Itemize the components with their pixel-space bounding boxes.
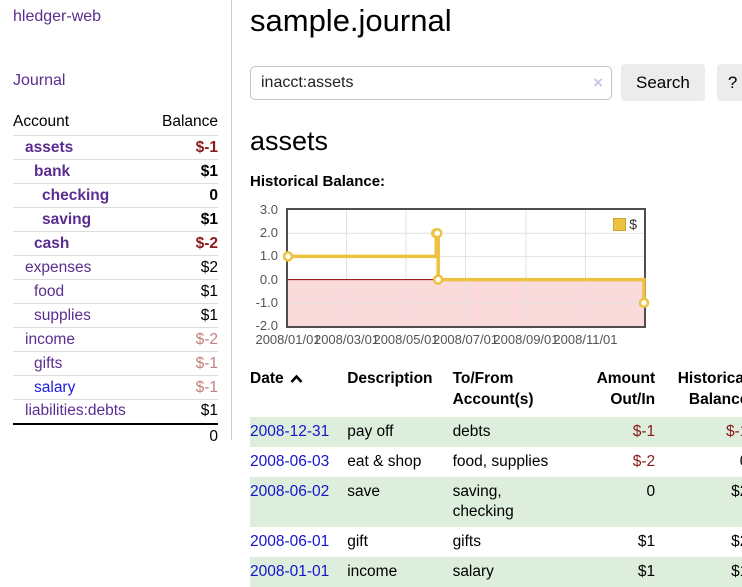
legend-swatch-icon xyxy=(613,217,627,231)
transaction-accounts: food, supplies xyxy=(452,453,549,470)
account-balance: $1 xyxy=(149,303,218,328)
account-link-liabilities-debts[interactable]: liabilities:debts xyxy=(25,402,126,420)
main-content: sample.journal × Search ? assets Histori… xyxy=(232,0,742,587)
register-row[interactable]: 2008-01-01 income salary $1 $1 xyxy=(250,557,742,587)
account-link-food[interactable]: food xyxy=(34,282,65,300)
search-help-button[interactable]: ? xyxy=(716,64,742,101)
transaction-amount: $-2 xyxy=(632,453,656,470)
account-link-expenses[interactable]: expenses xyxy=(25,258,92,276)
app-title-link[interactable]: hledger-web xyxy=(13,8,102,25)
register-row[interactable]: 2008-06-02 save saving, checking 0 $2 xyxy=(250,477,742,527)
account-balance: $-1 xyxy=(149,351,218,376)
account-link-cash[interactable]: cash xyxy=(34,234,70,252)
page-title: sample.journal xyxy=(250,3,452,38)
account-balance: $1 xyxy=(149,279,218,304)
account-row: liabilities:debts $1 xyxy=(13,399,218,424)
search-form: × Search ? xyxy=(250,64,742,101)
column-header-date[interactable]: Date xyxy=(250,366,347,417)
account-row: food $1 xyxy=(13,279,218,304)
register-row[interactable]: 2008-06-03 eat & shop food, supplies $-2… xyxy=(250,447,742,477)
account-row: gifts $-1 xyxy=(13,351,218,376)
account-row: saving $1 xyxy=(13,207,218,232)
transaction-date-link[interactable]: 2008-12-31 xyxy=(250,423,330,440)
transaction-balance: $1 xyxy=(731,563,742,580)
accounts-total: 0 xyxy=(149,422,218,449)
account-link-gifts[interactable]: gifts xyxy=(34,354,63,372)
transaction-description: income xyxy=(347,563,398,580)
chart-plot-area: $ xyxy=(282,208,650,328)
account-balance: 0 xyxy=(149,183,218,208)
accounts-total-row: 0 xyxy=(13,422,218,449)
historical-balance-chart[interactable]: 3.0 2.0 1.0 0.0 -1.0 -2.0 $ 2008/01/01 2008/03… xyxy=(250,198,670,347)
transaction-amount: $-1 xyxy=(632,423,656,440)
account-balance: $1 xyxy=(149,207,218,232)
account-link-supplies[interactable]: supplies xyxy=(34,306,91,324)
transaction-accounts: debts xyxy=(452,423,491,440)
transaction-balance: $2 xyxy=(731,483,742,500)
chart-legend: $ xyxy=(611,215,639,233)
account-balance: $-2 xyxy=(149,327,218,352)
account-heading: assets xyxy=(250,126,329,156)
account-row: expenses $2 xyxy=(13,255,218,280)
account-link-saving[interactable]: saving xyxy=(42,210,92,228)
account-link-checking[interactable]: checking xyxy=(42,186,110,204)
account-balance: $2 xyxy=(149,255,218,280)
transaction-accounts: saving, checking xyxy=(452,483,514,520)
sort-ascending-icon xyxy=(290,374,303,383)
account-row: bank $1 xyxy=(13,159,218,184)
transaction-balance: $-1 xyxy=(725,423,742,440)
transaction-amount: $1 xyxy=(637,563,656,580)
register-row[interactable]: 2008-12-31 pay off debts $-1 $-1 xyxy=(250,417,742,447)
transaction-description: gift xyxy=(347,533,368,550)
transaction-balance: 0 xyxy=(655,447,742,477)
column-header-historical[interactable]: Historical Balance xyxy=(677,370,742,408)
transaction-balance: $2 xyxy=(731,533,742,550)
chart-title: Historical Balance: xyxy=(250,173,386,190)
register-row[interactable]: 2008-06-01 gift gifts $1 $2 xyxy=(250,527,742,557)
sidebar: hledger-web Journal Account Balance asse… xyxy=(0,0,232,449)
account-link-bank[interactable]: bank xyxy=(34,162,71,180)
account-link-income[interactable]: income xyxy=(25,330,75,348)
account-link-assets[interactable]: assets xyxy=(25,138,74,156)
transaction-accounts: salary xyxy=(452,563,494,580)
transaction-date-link[interactable]: 2008-06-03 xyxy=(250,453,330,470)
search-input[interactable] xyxy=(250,65,612,100)
accounts-header-balance: Balance xyxy=(149,111,218,136)
account-balance: $-2 xyxy=(149,231,218,256)
column-header-amount[interactable]: Amount Out/In xyxy=(596,370,656,408)
transaction-date-link[interactable]: 2008-01-01 xyxy=(250,563,330,580)
column-header-description[interactable]: Description xyxy=(347,370,433,387)
register-table: Date Description To/From Account(s) Amou… xyxy=(250,366,742,587)
transaction-date-link[interactable]: 2008-06-01 xyxy=(250,533,330,550)
accounts-table: Account Balance assets $-1 bank $1 check… xyxy=(13,111,218,449)
transaction-date-link[interactable]: 2008-06-02 xyxy=(250,483,330,500)
account-row: supplies $1 xyxy=(13,303,218,328)
clear-search-icon[interactable]: × xyxy=(593,72,603,92)
legend-label: $ xyxy=(629,216,637,232)
account-link-salary[interactable]: salary xyxy=(34,378,76,396)
account-balance: $1 xyxy=(149,399,218,424)
account-balance: $-1 xyxy=(149,135,218,160)
account-row: cash $-2 xyxy=(13,231,218,256)
transaction-amount: 0 xyxy=(646,483,656,500)
account-row: assets $-1 xyxy=(13,135,218,160)
transaction-amount: $1 xyxy=(637,533,656,550)
transaction-description: eat & shop xyxy=(347,453,422,470)
account-row: income $-2 xyxy=(13,327,218,352)
account-row: salary $-1 xyxy=(13,375,218,400)
column-header-accounts[interactable]: To/From Account(s) xyxy=(452,370,534,408)
account-balance: $-1 xyxy=(149,375,218,400)
account-balance: $1 xyxy=(149,159,218,184)
account-row: checking 0 xyxy=(13,183,218,208)
register-header-row: Date Description To/From Account(s) Amou… xyxy=(250,366,742,417)
transaction-description: pay off xyxy=(347,423,394,440)
accounts-header-account: Account xyxy=(13,111,150,136)
transaction-accounts: gifts xyxy=(452,533,481,550)
sidebar-item-journal[interactable]: Journal xyxy=(13,72,66,89)
search-button[interactable]: Search xyxy=(621,64,705,101)
transaction-description: save xyxy=(347,483,380,500)
